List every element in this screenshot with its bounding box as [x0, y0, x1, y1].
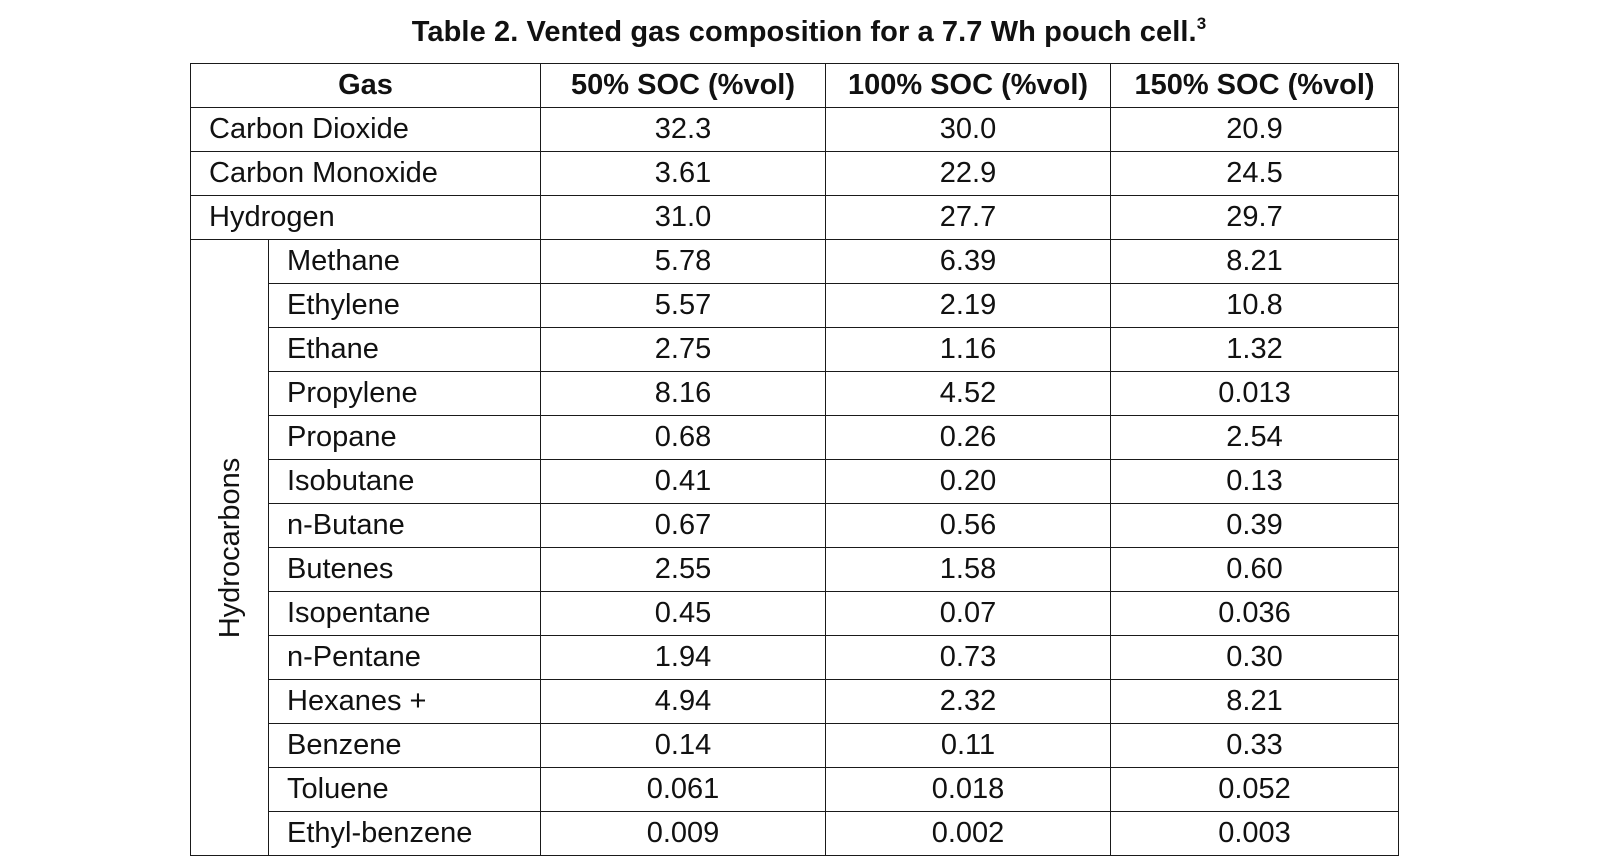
header-gas: Gas	[189, 63, 542, 108]
gas-name-cell: n-Butane	[267, 503, 542, 548]
table-row: Hexanes +4.94 2.32 8.21	[191, 679, 1400, 724]
soc150-value-cell: 20.9	[1110, 107, 1400, 152]
gas-name-cell: Ethylene	[267, 283, 542, 328]
soc50-value-cell: 0.009	[540, 811, 827, 856]
table-body: Carbon Dioxide 32.3 30.0 20.9 Carbon Monoxid…	[189, 107, 1400, 856]
soc50-value-cell: 0.061	[540, 767, 827, 812]
soc150-value-cell: 0.013	[1110, 371, 1400, 416]
soc50-value-cell: 32.3	[540, 107, 827, 152]
table-row: Propylene 8.16 4.52 0.013	[191, 371, 1400, 416]
gas-name-cell: Carbon Dioxide	[189, 107, 542, 152]
soc100-value-cell: 0.07	[825, 591, 1112, 636]
soc50-value-cell: 2.55	[540, 547, 827, 592]
soc100-value-cell: 0.73	[825, 635, 1112, 680]
soc50-value-cell: 0.45	[540, 591, 827, 636]
table-row: Isopentane 0.45 0.07 0.036	[191, 591, 1400, 636]
soc150-value-cell: 0.003	[1110, 811, 1400, 856]
gas-name-cell: Propylene	[267, 371, 542, 416]
soc150-value-cell: 0.33	[1110, 723, 1400, 768]
soc100-value-cell: 30.0	[825, 107, 1112, 152]
gas-name-cell: Ethyl-benzene	[267, 811, 542, 856]
gas-name-cell: Benzene	[267, 723, 542, 768]
table-row: Toluene 0.061 0.018 0.052	[191, 767, 1400, 812]
soc50-value-cell: 1.94	[540, 635, 827, 680]
soc50-value-cell: 0.41	[540, 459, 827, 504]
header-row: Gas 50% SOC (%vol) 100% SOC (%vol) 150% …	[189, 63, 1400, 108]
soc100-value-cell: 1.58	[825, 547, 1112, 592]
table-title: Table 2. Vented gas composition for a 7.…	[0, 14, 1618, 50]
gas-name-cell: Methane	[267, 239, 542, 284]
soc150-value-cell: 0.13	[1110, 459, 1400, 504]
soc50-value-cell: 5.57	[540, 283, 827, 328]
soc100-value-cell: 0.11	[825, 723, 1112, 768]
table-row: Hydrogen 31.0 27.7 29.7	[189, 195, 1400, 240]
gas-composition-table: Gas 50% SOC (%vol) 100% SOC (%vol) 150% …	[189, 63, 1400, 856]
table-row: Butenes 2.55 1.58 0.60	[191, 547, 1400, 592]
soc100-value-cell: 2.19	[825, 283, 1112, 328]
table-row: Ethylene 5.57 2.19 10.8	[191, 283, 1400, 328]
soc150-value-cell: 0.60	[1110, 547, 1400, 592]
soc100-value-cell: 27.7	[825, 195, 1112, 240]
soc100-value-cell: 1.16	[825, 327, 1112, 372]
table-row: Carbon Monoxide 3.61 22.9 24.5	[189, 151, 1400, 196]
gas-name-cell: Toluene	[267, 767, 542, 812]
soc100-value-cell: 0.018	[825, 767, 1112, 812]
soc150-value-cell: 2.54	[1110, 415, 1400, 460]
gas-name-cell: n-Pentane	[267, 635, 542, 680]
soc50-value-cell: 0.67	[540, 503, 827, 548]
table-row: n-Pentane 1.94 0.73 0.30	[191, 635, 1400, 680]
soc150-value-cell: 0.30	[1110, 635, 1400, 680]
table-row: Propane 0.68 0.26 2.54	[191, 415, 1400, 460]
soc50-value-cell: 31.0	[540, 195, 827, 240]
header-soc50: 50% SOC (%vol)	[540, 63, 827, 108]
soc150-value-cell: 1.32	[1110, 327, 1400, 372]
table-row: Isobutane 0.41 0.20 0.13	[191, 459, 1400, 504]
table-row: Carbon Dioxide 32.3 30.0 20.9	[189, 107, 1400, 152]
gas-name-cell: Propane	[267, 415, 542, 460]
soc100-value-cell: 4.52	[825, 371, 1112, 416]
soc150-value-cell: 24.5	[1110, 151, 1400, 196]
soc50-value-cell: 0.68	[540, 415, 827, 460]
soc50-value-cell: 8.16	[540, 371, 827, 416]
table-title-text: Table 2. Vented gas composition for a 7.…	[411, 16, 1197, 48]
gas-name-cell: Hydrogen	[189, 195, 542, 240]
gas-name-cell: Carbon Monoxide	[189, 151, 542, 196]
gas-name-cell: Hexanes +	[267, 679, 542, 724]
soc150-value-cell: 8.21	[1110, 239, 1400, 284]
table-row: Ethane 2.75 1.16 1.32	[191, 327, 1400, 372]
table-row: Benzene 0.14 0.11 0.33	[191, 723, 1400, 768]
gas-name-cell: Isobutane	[267, 459, 542, 504]
hydrocarbons-group-cell: Hydrocarbons	[190, 239, 269, 856]
soc100-value-cell: 0.26	[825, 415, 1112, 460]
soc150-value-cell: 0.036	[1110, 591, 1400, 636]
soc100-value-cell: 0.56	[825, 503, 1112, 548]
soc150-value-cell: 0.39	[1110, 503, 1400, 548]
table-row: Hydrocarbons Methane 5.78 6.39 8.21	[190, 239, 1400, 856]
hydrocarbons-group-label: Hydrocarbons	[213, 457, 246, 638]
soc100-value-cell: 0.002	[825, 811, 1112, 856]
gas-name-cell: Isopentane	[267, 591, 542, 636]
header-soc100: 100% SOC (%vol)	[825, 63, 1112, 108]
soc50-value-cell: 3.61	[540, 151, 827, 196]
soc50-value-cell: 2.75	[540, 327, 827, 372]
header-soc150: 150% SOC (%vol)	[1110, 63, 1400, 108]
soc150-value-cell: 10.8	[1110, 283, 1400, 328]
soc50-value-cell: 0.14	[540, 723, 827, 768]
gas-name-cell: Ethane	[267, 327, 542, 372]
gas-name-cell: Butenes	[267, 547, 542, 592]
soc100-value-cell: 6.39	[825, 239, 1112, 284]
soc100-value-cell: 0.20	[825, 459, 1112, 504]
soc50-value-cell: 5.78	[540, 239, 827, 284]
soc100-value-cell: 22.9	[825, 151, 1112, 196]
table-row: Ethyl-benzene 0.009 0.002 0.003	[191, 811, 1400, 856]
soc150-value-cell: 8.21	[1110, 679, 1400, 724]
soc100-value-cell: 2.32	[825, 679, 1112, 724]
soc50-value-cell: 4.94	[540, 679, 827, 724]
soc150-value-cell: 29.7	[1110, 195, 1400, 240]
title-reference: 3	[1196, 14, 1207, 33]
table-row: n-Butane 0.67 0.56 0.39	[191, 503, 1400, 548]
soc150-value-cell: 0.052	[1110, 767, 1400, 812]
